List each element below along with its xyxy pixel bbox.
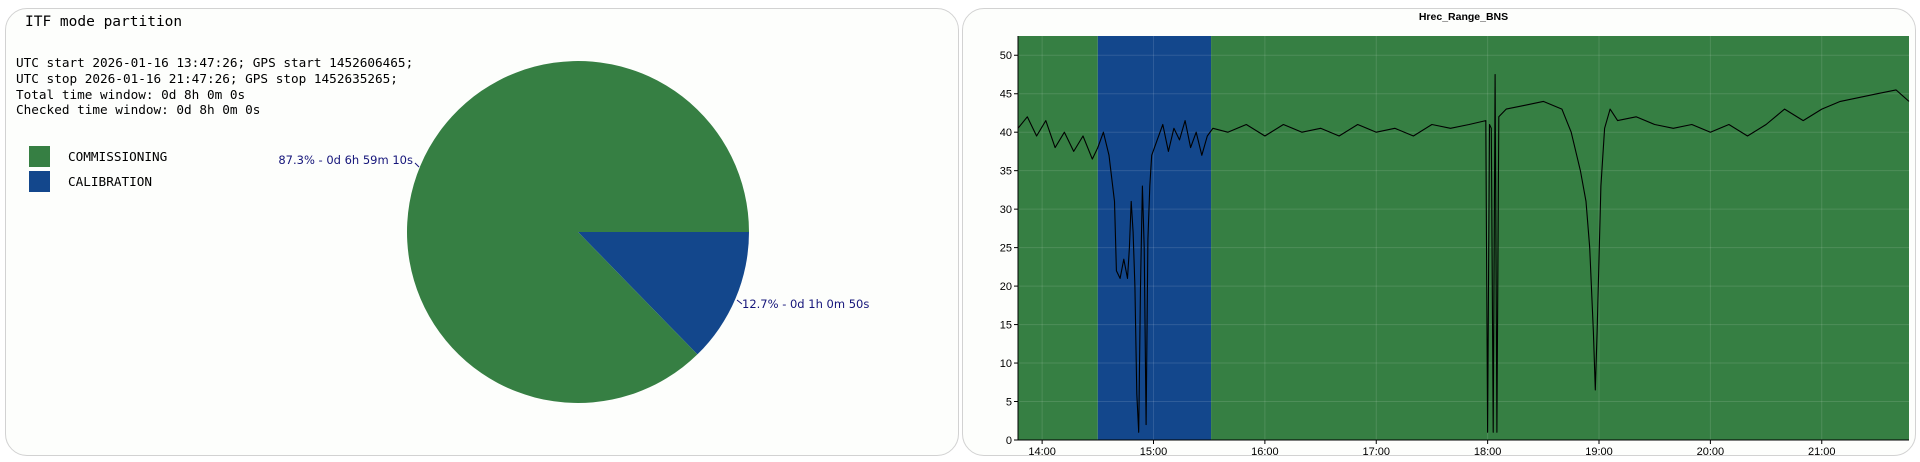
- x-tick-label: 15:00: [1140, 446, 1168, 456]
- mode-band-calibration: [1097, 36, 1212, 440]
- x-tick-label: 17:00: [1362, 446, 1390, 456]
- checked-window-line: Checked time window: 0d 8h 0m 0s: [16, 102, 261, 118]
- legend-label-commissioning: COMMISSIONING: [68, 149, 168, 164]
- x-tick-label: 21:00: [1808, 446, 1836, 456]
- y-tick-label: 15: [1000, 320, 1012, 332]
- x-tick-label: 19:00: [1585, 446, 1613, 456]
- mode-band-commissioning: [1211, 36, 1909, 440]
- y-tick-label: 0: [1006, 435, 1012, 447]
- y-tick-label: 50: [1000, 50, 1012, 62]
- mode-band-commissioning: [1018, 36, 1098, 440]
- time-info: UTC start 2026-01-16 13:47:26; GPS start…: [16, 55, 413, 118]
- y-tick-label: 10: [1000, 358, 1012, 370]
- pie-slice-calibration: [578, 232, 749, 355]
- pie-title: ITF mode partition: [25, 14, 183, 30]
- legend-swatch-commissioning: [29, 146, 50, 167]
- legend-label-calibration: CALIBRATION: [68, 174, 153, 189]
- utc-start-line: UTC start 2026-01-16 13:47:26; GPS start…: [16, 55, 414, 70]
- pie-chart: 87.3% - 0d 6h 59m 10s 12.7% - 0d 1h 0m 50…: [278, 60, 869, 403]
- x-tick-label: 16:00: [1251, 446, 1279, 456]
- range-series-line: [1017, 73, 1910, 433]
- y-tick-label: 20: [1000, 281, 1012, 293]
- y-tick-label: 25: [1000, 243, 1012, 255]
- y-tick-label: 40: [1000, 127, 1012, 139]
- total-window-line: Total time window: 0d 8h 0m 0s: [16, 86, 246, 102]
- pie-label-leader-calibration: [736, 299, 743, 305]
- range-timeseries-panel: Hrec_Range_BNS 0 5 10 15 20 25 30 35 40 45 50 14:00 1…: [962, 8, 1916, 456]
- mode-partition-panel: ITF mode partition UTC start 2026-01-16 …: [5, 8, 959, 456]
- x-tick-label: 14:00: [1028, 446, 1056, 456]
- pie-label-commissioning: 87.3% - 0d 6h 59m 10s: [278, 153, 413, 167]
- timeseries-chart: Hrec_Range_BNS 0 5 10 15 20 25 30 35 40 45 50 14:00 1…: [1000, 11, 1910, 456]
- y-tick-label: 5: [1006, 397, 1012, 409]
- y-tick-label: 30: [1000, 204, 1012, 216]
- legend-swatch-calibration: [29, 171, 50, 192]
- pie-label-calibration: 12.7% - 0d 1h 0m 50s: [742, 297, 869, 311]
- x-tick-label: 20:00: [1697, 446, 1725, 456]
- pie-slice-commissioning: [406, 60, 749, 403]
- x-tick-label: 18:00: [1474, 446, 1502, 456]
- utc-stop-line: UTC stop 2026-01-16 21:47:26; GPS stop 1…: [16, 70, 398, 86]
- pie-legend: COMMISSIONING CALIBRATION: [29, 144, 167, 194]
- y-tick-label: 45: [1000, 89, 1012, 101]
- legend-item-commissioning: COMMISSIONING: [29, 144, 167, 169]
- pie-label-leader-commissioning: [414, 162, 420, 168]
- chart-title: Hrec_Range_BNS: [1419, 11, 1508, 23]
- y-tick-label: 35: [1000, 166, 1012, 178]
- legend-item-calibration: CALIBRATION: [29, 169, 167, 194]
